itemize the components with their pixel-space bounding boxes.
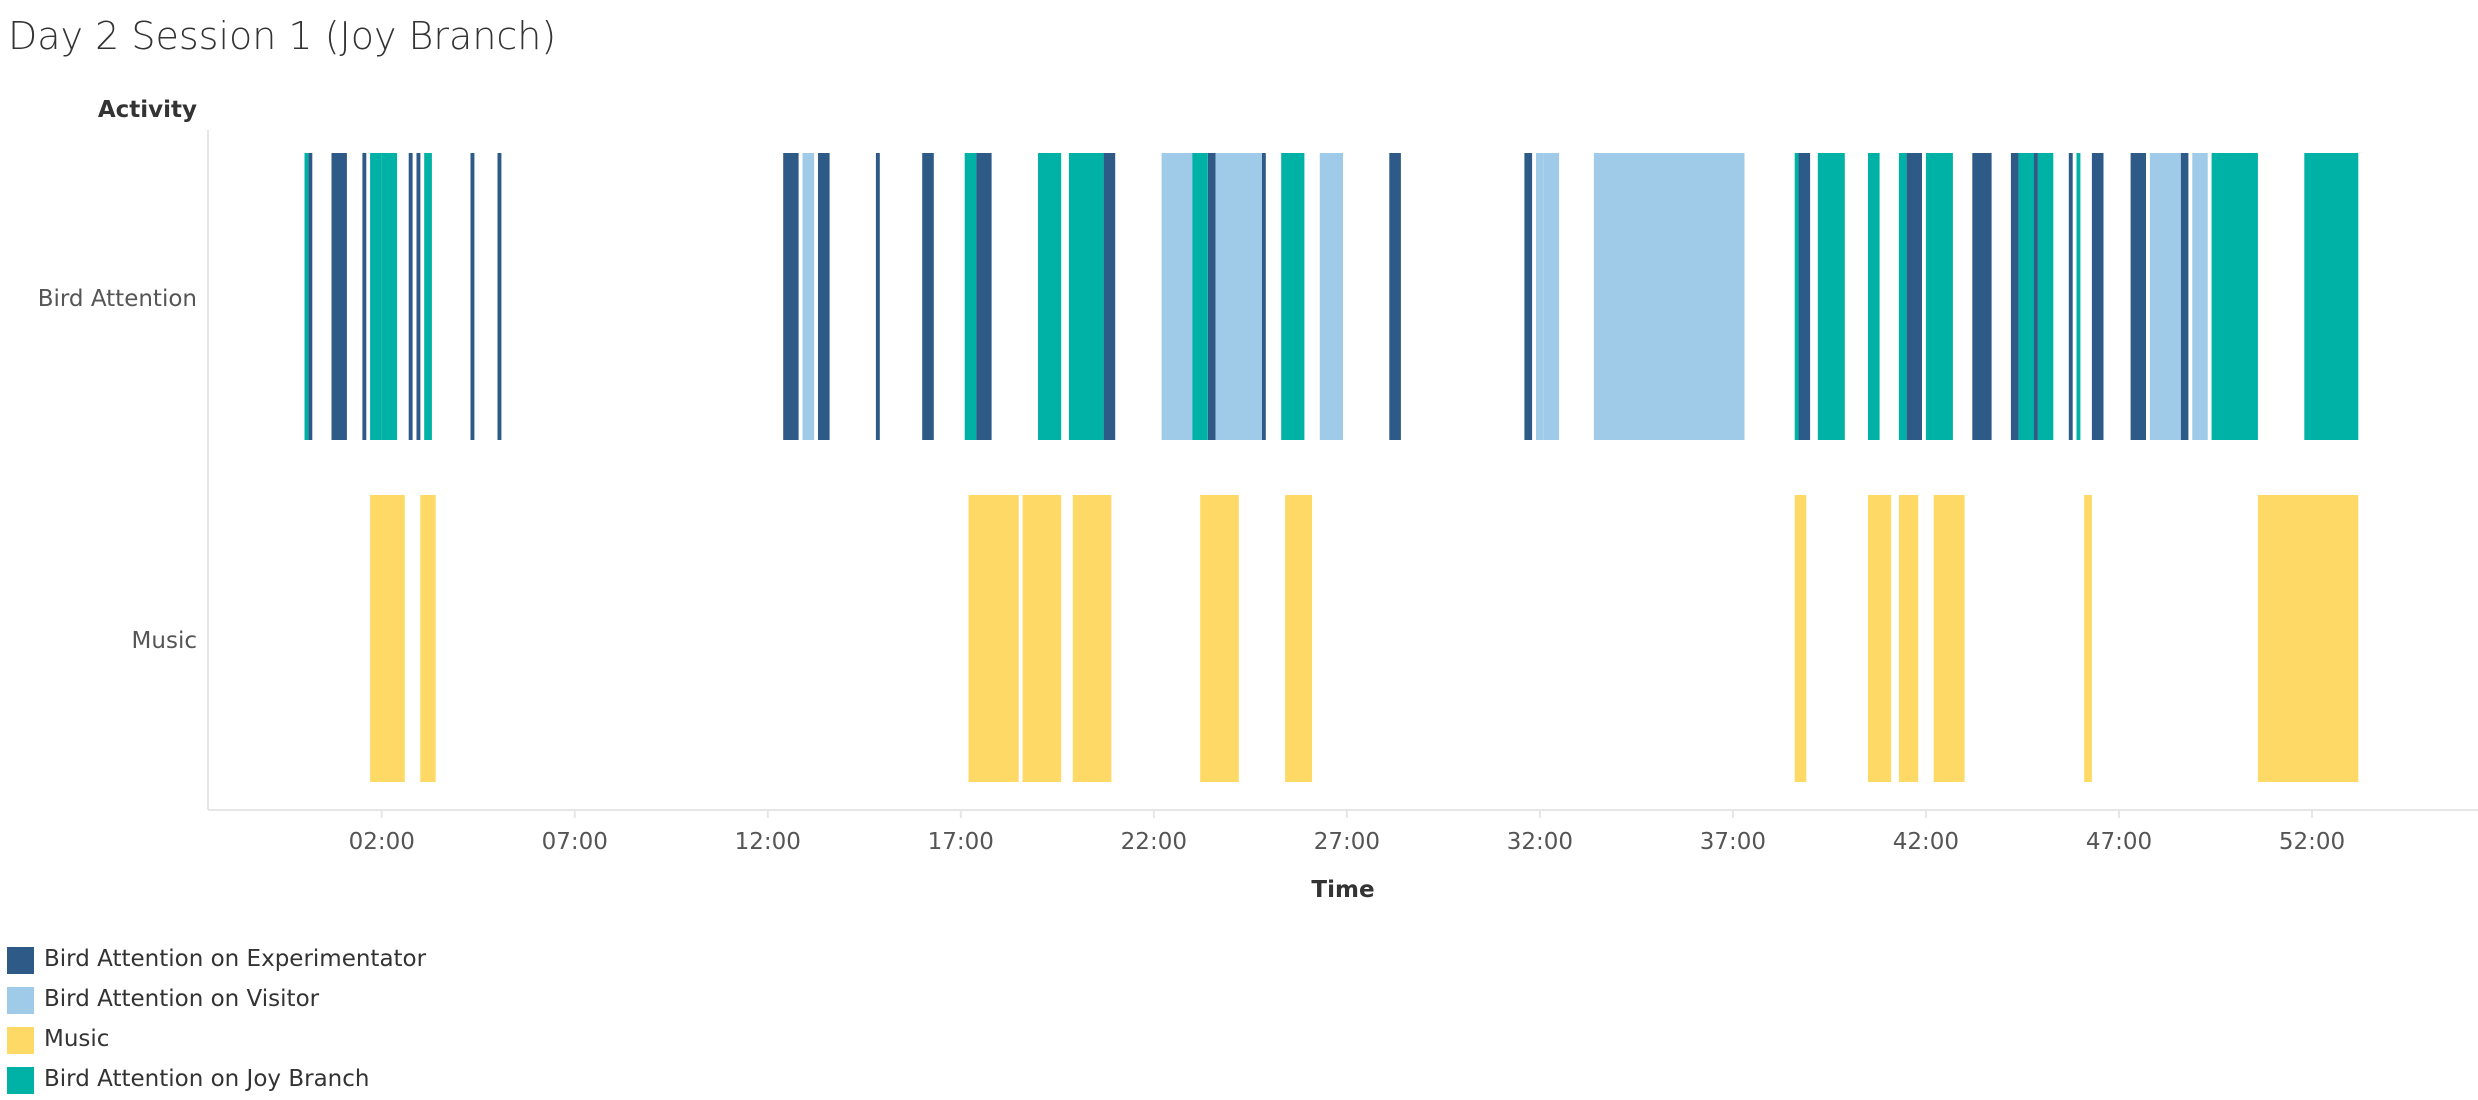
gantt-chart: Activity Bird Attention Music 02:00 07:00 1… [38,97,2478,903]
bar-visitor[interactable] [2192,153,2208,440]
bar-experimentator[interactable] [922,153,934,440]
bar-experimentator[interactable] [331,153,347,440]
bar-experimentator[interactable] [497,153,502,440]
y-axis-title: Activity [98,97,197,123]
x-tick-label: 47:00 [2086,829,2152,855]
bar-experimentator[interactable] [1798,153,1811,440]
bar-joy-branch[interactable] [381,153,398,440]
x-tick-label: 52:00 [2279,829,2345,855]
x-tick-label: 17:00 [928,829,994,855]
bar-music[interactable] [370,495,405,782]
legend-swatch [7,1067,34,1094]
bar-music[interactable] [1285,495,1313,782]
bar-music[interactable] [1898,495,1919,782]
x-tick-label: 32:00 [1507,829,1573,855]
chart-title: Day 2 Session 1 (Joy Branch) [8,14,557,58]
legend-label: Bird Attention on Visitor [44,986,320,1012]
bar-experimentator[interactable] [1524,153,1533,440]
bar-joy-branch[interactable] [370,153,382,440]
x-tick-label: 37:00 [1700,829,1766,855]
bar-experimentator[interactable] [1207,153,1216,440]
bar-experimentator[interactable] [416,153,421,440]
bar-joy-branch[interactable] [2211,153,2258,440]
row-label: Music [132,628,197,654]
bar-experimentator[interactable] [2130,153,2146,440]
bar-joy-branch[interactable] [2018,153,2034,440]
legend-label: Music [44,1026,110,1052]
bar-visitor[interactable] [1319,153,1343,440]
bar-experimentator[interactable] [408,153,413,440]
bar-experimentator[interactable] [1261,153,1266,440]
bar-joy-branch[interactable] [1794,153,1799,440]
bar-joy-branch[interactable] [1817,153,1845,440]
legend-label: Bird Attention on Joy Branch [44,1066,370,1092]
bar-experimentator[interactable] [875,153,880,440]
bar-experimentator[interactable] [783,153,799,440]
bar-experimentator[interactable] [976,153,992,440]
x-tick-label: 22:00 [1121,829,1187,855]
bar-joy-branch[interactable] [2037,153,2054,440]
bar-experimentator[interactable] [1972,153,1992,440]
bar-experimentator[interactable] [362,153,367,440]
bar-music[interactable] [2257,495,2359,782]
bar-joy-branch[interactable] [1068,153,1104,440]
bar-experimentator[interactable] [1389,153,1401,440]
x-tick-label: 42:00 [1893,829,1959,855]
legend-swatch [7,947,34,974]
bar-joy-branch[interactable] [2304,153,2359,440]
bar-music[interactable] [1022,495,1062,782]
bar-joy-branch[interactable] [2076,153,2081,440]
x-tick-label: 27:00 [1314,829,1380,855]
bar-music[interactable] [1794,495,1807,782]
bar-joy-branch[interactable] [964,153,977,440]
bar-experimentator[interactable] [2091,153,2104,440]
legend-label: Bird Attention on Experimentator [44,946,427,972]
bar-music[interactable] [420,495,436,782]
x-tick-label: 07:00 [542,829,608,855]
bar-music[interactable] [1200,495,1239,782]
x-tick-label: 02:00 [349,829,415,855]
bar-experimentator[interactable] [470,153,475,440]
x-ticks: 02:00 07:00 12:00 17:00 22:00 27:00 32:00 37:00… [349,810,2345,855]
bar-experimentator[interactable] [308,153,313,440]
x-tick-label: 12:00 [735,829,801,855]
bar-music[interactable] [968,495,1019,782]
bar-joy-branch[interactable] [1925,153,1953,440]
bar-visitor[interactable] [1215,153,1262,440]
row-labels: Bird Attention Music [38,286,197,654]
bar-joy-branch[interactable] [1281,153,1305,440]
bar-visitor[interactable] [1161,153,1193,440]
bar-experimentator[interactable] [2010,153,2019,440]
x-axis-title: Time [1311,877,1374,903]
bar-experimentator[interactable] [1103,153,1116,440]
bar-visitor[interactable] [1593,153,1745,440]
bar-music[interactable] [2084,495,2092,782]
bar-music[interactable] [1933,495,1965,782]
bar-experimentator[interactable] [1906,153,1922,440]
bar-joy-branch[interactable] [424,153,432,440]
bar-music[interactable] [1868,495,1892,782]
bar-visitor[interactable] [1543,153,1560,440]
bar-visitor[interactable] [802,153,815,440]
bar-experimentator[interactable] [2034,153,2038,440]
legend-swatch [7,987,34,1014]
bar-joy-branch[interactable] [1868,153,1880,440]
bars-group [304,153,2359,782]
bar-experimentator[interactable] [818,153,830,440]
bar-music[interactable] [1072,495,1112,782]
bar-visitor[interactable] [2149,153,2181,440]
legend-swatch [7,1027,34,1054]
bar-joy-branch[interactable] [304,153,309,440]
bar-joy-branch[interactable] [1192,153,1208,440]
bar-experimentator[interactable] [2180,153,2189,440]
row-label: Bird Attention [38,286,197,312]
bar-joy-branch[interactable] [1898,153,1907,440]
bar-experimentator[interactable] [2068,153,2073,440]
bar-visitor[interactable] [1536,153,1544,440]
bar-joy-branch[interactable] [1038,153,1062,440]
